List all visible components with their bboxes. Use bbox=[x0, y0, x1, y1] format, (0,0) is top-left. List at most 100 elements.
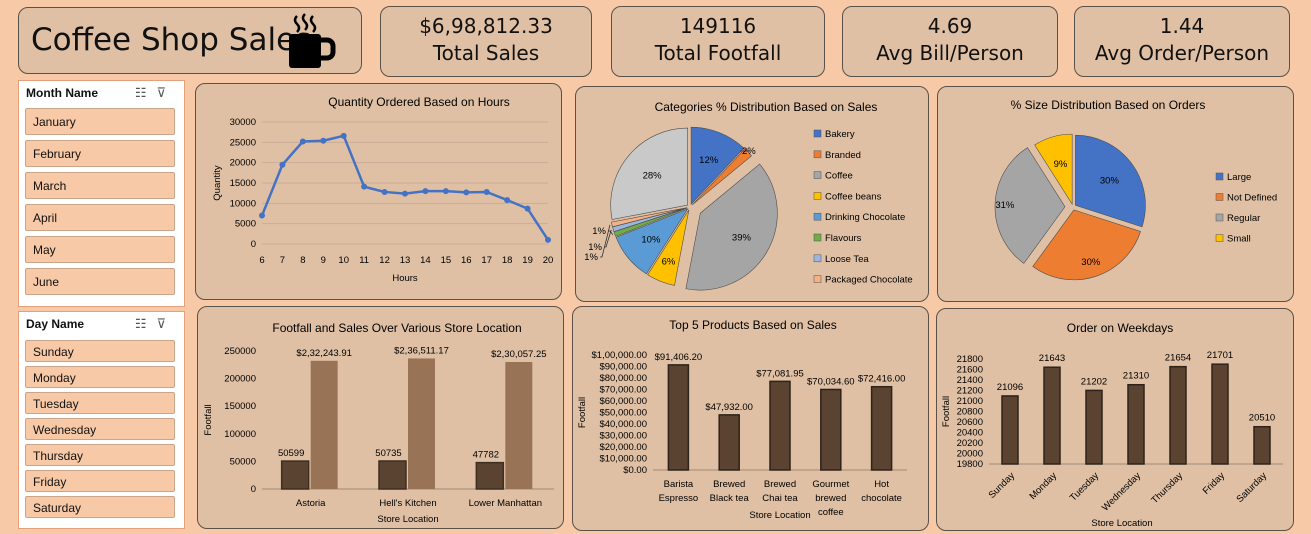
bar bbox=[870, 385, 893, 471]
x-tick-label: Friday bbox=[1201, 470, 1228, 497]
legend-label: Bakery bbox=[825, 129, 855, 140]
bar bbox=[1211, 363, 1229, 465]
legend-label: Loose Tea bbox=[825, 254, 869, 265]
bar bbox=[1253, 425, 1271, 465]
slice-label: 1% bbox=[592, 226, 606, 237]
legend-swatch bbox=[813, 150, 822, 159]
legend-label: Branded bbox=[825, 150, 861, 161]
slice-label: 2% bbox=[742, 146, 756, 157]
categories-pie-chart: Categories % Distribution Based on Sales… bbox=[584, 100, 913, 291]
bar bbox=[1127, 383, 1145, 465]
data-point bbox=[279, 161, 286, 168]
legend-swatch bbox=[1215, 193, 1224, 201]
data-point bbox=[442, 188, 449, 195]
kpi-avg-bill: 4.69 Avg Bill/Person bbox=[842, 6, 1058, 77]
y-tick-label: 10000 bbox=[230, 198, 256, 209]
x-tick-label: Hot bbox=[874, 479, 889, 490]
data-point bbox=[422, 188, 429, 195]
legend-label: Small bbox=[1227, 234, 1251, 245]
sizes-pie-chart: % Size Distribution Based on Orders 30% 30… bbox=[994, 98, 1277, 281]
y-tick-label: $10,000.00 bbox=[599, 454, 647, 465]
x-tick-label: 9 bbox=[321, 255, 326, 266]
data-point bbox=[545, 236, 551, 243]
x-tick-label: Espresso bbox=[659, 493, 699, 504]
data-label: 20510 bbox=[1249, 413, 1275, 424]
multi-select-icon[interactable]: ☷ bbox=[134, 316, 157, 331]
y-tick-label: $40,000.00 bbox=[599, 419, 647, 430]
x-tick-label: chocolate bbox=[861, 493, 902, 504]
y-axis-label: Footfall bbox=[577, 397, 588, 428]
legend-swatch bbox=[813, 275, 822, 283]
day-item-sunday[interactable]: Sunday bbox=[25, 340, 175, 362]
y-tick-label: 21400 bbox=[957, 375, 983, 386]
chart-title: Quantity Ordered Based on Hours bbox=[328, 95, 509, 109]
data-label: $72,416.00 bbox=[858, 374, 906, 385]
day-item-wednesday[interactable]: Wednesday bbox=[25, 418, 175, 440]
chart-title: Categories % Distribution Based on Sales bbox=[655, 100, 878, 114]
kpi-total-sales: $6,98,812.33 Total Sales bbox=[380, 6, 592, 77]
kpi-value: $6,98,812.33 bbox=[419, 14, 553, 38]
bar bbox=[505, 362, 533, 489]
clear-filter-icon[interactable]: ⊽ bbox=[156, 85, 176, 100]
kpi-label: Avg Order/Person bbox=[1094, 41, 1270, 65]
x-tick-label: 6 bbox=[259, 255, 264, 266]
x-axis-label: Store Location bbox=[377, 514, 438, 525]
legend-swatch bbox=[813, 233, 822, 242]
month-item-april[interactable]: April bbox=[25, 204, 175, 231]
month-item-may[interactable]: May bbox=[25, 236, 175, 263]
y-tick-label: 50000 bbox=[230, 456, 256, 467]
weekdays-chart-card: Order on Weekdays 19800 20000 20200 20400 206… bbox=[936, 308, 1294, 531]
chart-title: Top 5 Products Based on Sales bbox=[669, 318, 836, 332]
x-tick-label: Tuesday bbox=[1068, 470, 1101, 503]
categories-chart-card: Categories % Distribution Based on Sales… bbox=[575, 86, 929, 302]
locations-bar-chart: Footfall and Sales Over Various Store Lo… bbox=[203, 321, 554, 525]
x-tick-label: 15 bbox=[441, 255, 452, 266]
bar bbox=[667, 364, 690, 471]
y-tick-label: $30,000.00 bbox=[599, 431, 647, 442]
y-tick-label: 15000 bbox=[230, 178, 256, 189]
month-item-january[interactable]: January bbox=[25, 108, 175, 135]
legend-label: Not Defined bbox=[1227, 193, 1277, 204]
kpi-label: Total Sales bbox=[432, 41, 540, 65]
bar bbox=[408, 358, 435, 489]
x-tick-label: 8 bbox=[300, 255, 305, 266]
day-item-saturday[interactable]: Saturday bbox=[25, 496, 175, 518]
y-tick-label: $70,000.00 bbox=[599, 385, 647, 396]
y-axis-label: Footfall bbox=[941, 396, 952, 427]
products-chart-card: Top 5 Products Based on Sales $0.00 $10,00… bbox=[572, 306, 929, 531]
x-axis-label: Store Location bbox=[749, 510, 810, 521]
data-label: $91,406.20 bbox=[655, 352, 703, 363]
data-point bbox=[402, 190, 408, 197]
legend-label: Coffee bbox=[825, 171, 853, 182]
x-tick-label: Sunday bbox=[987, 470, 1018, 501]
month-item-february[interactable]: February bbox=[25, 140, 175, 167]
y-axis-label: Footfall bbox=[203, 404, 214, 435]
legend-swatch bbox=[1215, 172, 1224, 181]
day-item-tuesday[interactable]: Tuesday bbox=[25, 392, 175, 414]
data-label: 21654 bbox=[1165, 353, 1191, 364]
bar bbox=[769, 380, 791, 471]
multi-select-icon[interactable]: ☷ bbox=[134, 85, 157, 100]
products-bar-chart: Top 5 Products Based on Sales $0.00$10,00… bbox=[577, 318, 907, 521]
y-tick-label: 21200 bbox=[957, 386, 983, 397]
y-tick-label: 20000 bbox=[957, 449, 983, 460]
data-label: $2,32,243.91 bbox=[296, 348, 351, 359]
month-item-june[interactable]: June bbox=[25, 268, 175, 295]
pie-slice bbox=[1034, 133, 1073, 206]
day-item-friday[interactable]: Friday bbox=[25, 470, 175, 492]
data-label: $2,36,511.17 bbox=[394, 345, 449, 356]
data-point bbox=[340, 132, 347, 139]
clear-filter-icon[interactable]: ⊽ bbox=[156, 316, 176, 331]
weekdays-bar-chart: Order on Weekdays 19800200002020020400206… bbox=[941, 321, 1283, 529]
data-point bbox=[259, 212, 265, 219]
day-item-monday[interactable]: Monday bbox=[25, 366, 175, 388]
data-label: $77,081.95 bbox=[756, 368, 804, 379]
legend-swatch bbox=[813, 212, 822, 221]
legend-label: Flavours bbox=[825, 233, 862, 244]
x-tick-label: Wednesday bbox=[1100, 470, 1143, 513]
month-item-march[interactable]: March bbox=[25, 172, 175, 199]
y-tick-label: 150000 bbox=[224, 401, 256, 412]
legend-label: Regular bbox=[1227, 213, 1260, 224]
day-item-thursday[interactable]: Thursday bbox=[25, 444, 175, 466]
slice-label: 9% bbox=[1054, 159, 1068, 170]
